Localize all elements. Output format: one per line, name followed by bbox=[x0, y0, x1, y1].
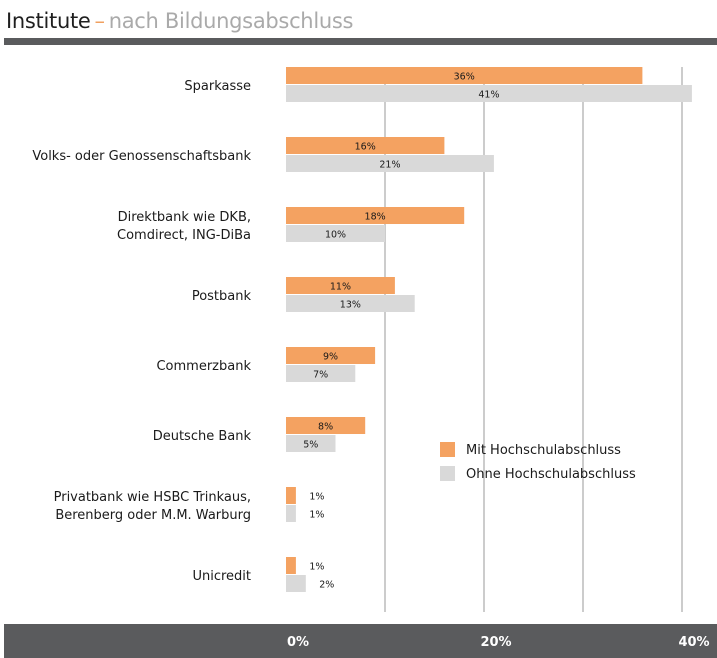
bar-value-label: 2% bbox=[319, 580, 334, 591]
bar-2-0 bbox=[286, 85, 692, 102]
bar-value-label: 11% bbox=[330, 282, 351, 293]
bar-value-label: 1% bbox=[309, 562, 324, 573]
bar-2-3 bbox=[286, 295, 415, 312]
bar-value-label: 21% bbox=[379, 160, 400, 171]
category-label: Privatbank wie HSBC Trinkaus, bbox=[54, 490, 251, 505]
axis-bar bbox=[4, 624, 717, 658]
category-label: Volks- oder Genossenschaftsbank bbox=[32, 149, 251, 164]
bar-value-label: 5% bbox=[303, 440, 318, 451]
category-label: Postbank bbox=[192, 289, 252, 304]
bar-1-0 bbox=[286, 67, 643, 84]
bar-1-1 bbox=[286, 137, 445, 154]
bar-value-label: 1% bbox=[309, 492, 324, 503]
bar-2-4 bbox=[286, 365, 356, 382]
title-separator: – bbox=[94, 9, 106, 33]
bar-value-label: 10% bbox=[325, 230, 346, 241]
bar-value-label: 41% bbox=[478, 90, 499, 101]
category-label: Berenberg oder M.M. Warburg bbox=[55, 508, 251, 523]
legend-swatch-2 bbox=[440, 466, 455, 481]
bar-value-label: 16% bbox=[355, 142, 376, 153]
bar-value-label: 36% bbox=[454, 72, 475, 83]
bar-value-label: 18% bbox=[365, 212, 386, 223]
title-main: Institute bbox=[6, 9, 91, 33]
bar-chart: 36%41% Sparkasse 16%21% Volks- oder Genosse… bbox=[32, 67, 710, 650]
bar-1-2 bbox=[286, 207, 465, 224]
category-label: Direktbank wie DKB, bbox=[118, 210, 251, 225]
bar-value-label: 1% bbox=[309, 510, 324, 521]
header-rule bbox=[4, 38, 717, 45]
category-label: Deutsche Bank bbox=[153, 429, 252, 444]
category-label: Unicredit bbox=[192, 569, 251, 584]
bar-1-7 bbox=[286, 557, 296, 574]
bar-1-4 bbox=[286, 347, 376, 364]
category-label: Commerzbank bbox=[156, 359, 251, 374]
x-tick-label: 20% bbox=[480, 635, 511, 650]
bar-2-2 bbox=[286, 225, 385, 242]
bar-value-label: 7% bbox=[313, 370, 328, 381]
x-tick-label: 40% bbox=[678, 635, 709, 650]
bar-2-6 bbox=[286, 505, 296, 522]
bar-1-3 bbox=[286, 277, 395, 294]
bar-1-5 bbox=[286, 417, 366, 434]
bar-1-6 bbox=[286, 487, 296, 504]
bar-2-1 bbox=[286, 155, 494, 172]
bar-value-label: 9% bbox=[323, 352, 338, 363]
bar-value-label: 8% bbox=[318, 422, 333, 433]
category-label: Comdirect, ING-DiBa bbox=[117, 228, 251, 243]
legend-label: Ohne Hochschulabschluss bbox=[466, 467, 636, 482]
bar-2-7 bbox=[286, 575, 306, 592]
chart-title: Institute – nach Bildungsabschluss bbox=[6, 6, 353, 36]
legend-label: Mit Hochschulabschluss bbox=[466, 443, 621, 458]
x-tick-label: 0% bbox=[287, 635, 309, 650]
bar-value-label: 13% bbox=[340, 300, 361, 311]
legend-swatch-1 bbox=[440, 442, 455, 457]
category-label: Sparkasse bbox=[184, 79, 251, 94]
title-subtitle: nach Bildungsabschluss bbox=[108, 9, 354, 33]
bar-2-5 bbox=[286, 435, 336, 452]
